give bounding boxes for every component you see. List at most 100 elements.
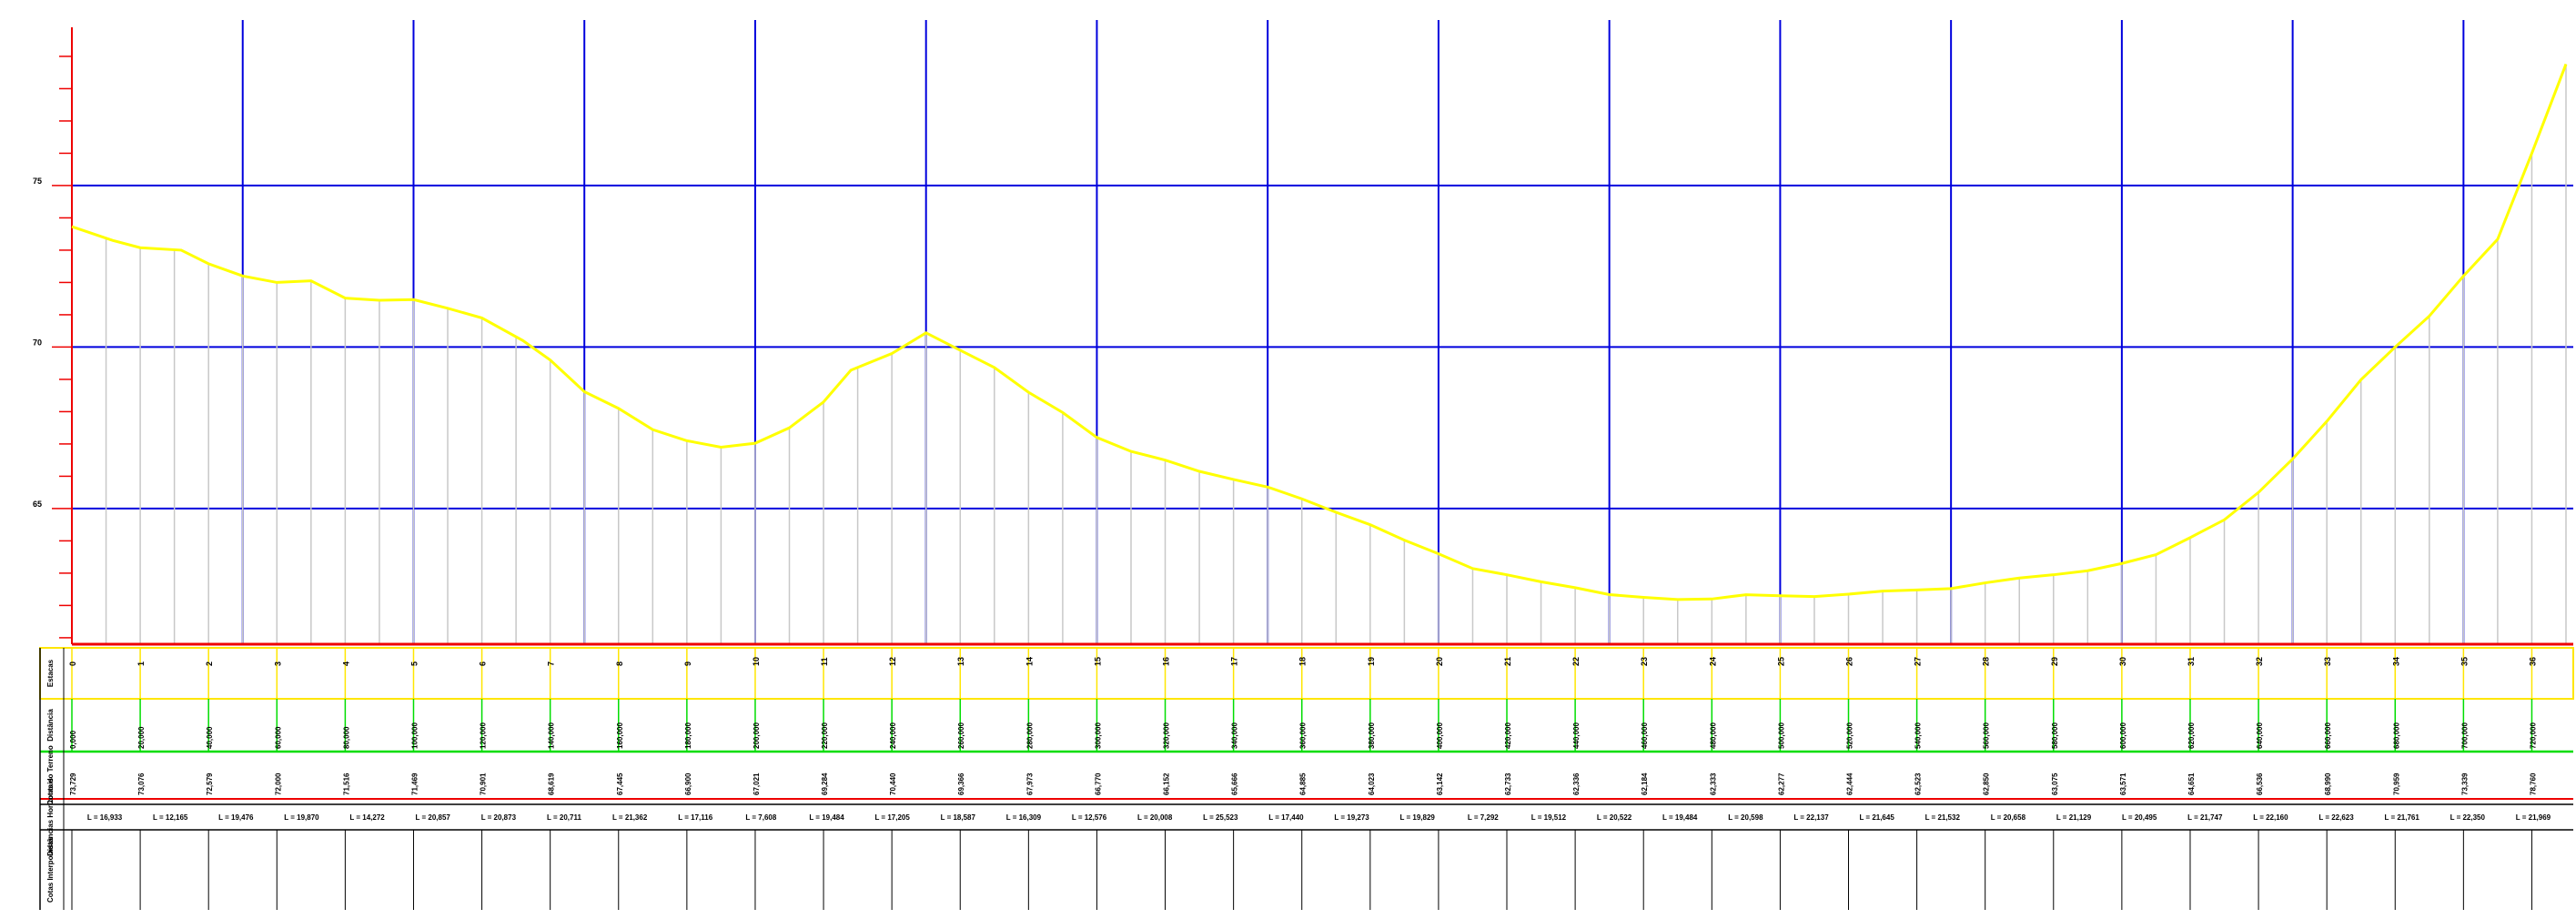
distance-label: 520,000 — [1845, 722, 1854, 749]
station-label: 33 — [2323, 657, 2332, 666]
terrain-elevation-label: 63,571 — [2119, 773, 2127, 795]
distance-label: 620,000 — [2187, 722, 2196, 749]
terrain-elevation-label: 72,000 — [274, 773, 282, 795]
terrain-elevation-label: 62,333 — [1709, 773, 1717, 795]
terrain-elevation-label: 66,900 — [684, 773, 692, 795]
station-label: 1 — [136, 661, 146, 666]
distance-label: 40,000 — [206, 726, 214, 749]
terrain-elevation-label: 65,666 — [1231, 773, 1239, 795]
station-label: 15 — [1093, 657, 1102, 666]
horizontal-distance-label: L = 20,522 — [1597, 813, 1632, 822]
terrain-elevation-label: 66,152 — [1163, 773, 1171, 795]
distance-label: 200,000 — [753, 722, 761, 749]
distance-label: 560,000 — [1983, 722, 1991, 749]
distance-label: 640,000 — [2256, 722, 2264, 749]
station-label: 24 — [1708, 657, 1717, 666]
station-label: 17 — [1230, 657, 1239, 666]
distance-label: 480,000 — [1709, 722, 1717, 749]
terrain-elevation-label: 71,469 — [410, 773, 419, 795]
terrain-line — [71, 63, 2568, 601]
band-row-label: Cotas Interpoladas — [46, 836, 55, 903]
terrain-elevation-label: 62,444 — [1845, 773, 1854, 795]
horizontal-distance-label: L = 16,309 — [1006, 813, 1042, 822]
station-label: 12 — [888, 657, 897, 666]
station-label: 5 — [409, 661, 419, 666]
terrain-elevation-label: 63,142 — [1436, 773, 1444, 795]
station-label: 27 — [1914, 657, 1923, 666]
distance-label: 220,000 — [821, 722, 829, 749]
station-label: 22 — [1571, 657, 1581, 666]
station-label: 30 — [2118, 657, 2127, 666]
station-label: 11 — [820, 657, 829, 666]
terrain-elevation-label: 67,973 — [1025, 773, 1034, 795]
distance-label: 240,000 — [889, 722, 897, 749]
terrain-elevation-label: 72,579 — [206, 773, 214, 795]
station-label: 13 — [956, 657, 965, 666]
horizontal-distance-label: L = 12,576 — [1072, 813, 1107, 822]
terrain-elevation-label: 69,284 — [821, 773, 829, 795]
terrain-elevation-label: 62,184 — [1641, 773, 1649, 795]
distance-label: 600,000 — [2119, 722, 2127, 749]
horizontal-distance-label: L = 19,273 — [1334, 813, 1369, 822]
horizontal-distance-label: L = 7,608 — [745, 813, 776, 822]
distance-label: 120,000 — [480, 722, 488, 749]
station-label: 20 — [1435, 657, 1444, 666]
station-label: 8 — [615, 661, 624, 666]
horizontal-distance-label: L = 19,484 — [809, 813, 844, 822]
distance-label: 340,000 — [1231, 722, 1239, 749]
horizontal-distance-label: L = 21,645 — [1859, 813, 1894, 822]
distance-label: 260,000 — [957, 722, 965, 749]
terrain-elevation-label: 68,619 — [548, 773, 556, 795]
horizontal-distance-label: L = 20,658 — [1991, 813, 2026, 822]
terrain-elevation-label: 62,850 — [1983, 773, 1991, 795]
terrain-elevation-label: 70,959 — [2392, 773, 2400, 795]
horizontal-distance-label: L = 18,587 — [941, 813, 976, 822]
horizontal-distance-label: L = 20,711 — [547, 813, 581, 822]
distance-label: 680,000 — [2392, 722, 2400, 749]
horizontal-distance-label: L = 16,933 — [87, 813, 123, 822]
distance-label: 720,000 — [2529, 722, 2537, 749]
station-label: 35 — [2460, 657, 2469, 666]
terrain-profile — [71, 63, 2568, 601]
horizontal-distance-label: L = 25,523 — [1203, 813, 1238, 822]
distance-label: 380,000 — [1368, 722, 1376, 749]
terrain-elevation-label: 62,523 — [1914, 773, 1923, 795]
station-label: 2 — [205, 661, 214, 666]
station-label: 3 — [273, 661, 282, 666]
terrain-elevation-label: 62,733 — [1504, 773, 1512, 795]
terrain-elevation-label: 71,516 — [342, 773, 350, 795]
station-label: 23 — [1640, 657, 1649, 666]
distance-label: 400,000 — [1436, 722, 1444, 749]
distance-label: 660,000 — [2324, 722, 2332, 749]
station-label: 36 — [2528, 657, 2537, 666]
terrain-elevation-label: 66,536 — [2256, 773, 2264, 795]
distance-label: 320,000 — [1163, 722, 1171, 749]
horizontal-distance-label: L = 20,598 — [1728, 813, 1763, 822]
horizontal-distance-label: L = 21,747 — [2187, 813, 2223, 822]
station-label: 4 — [341, 661, 350, 666]
station-label: 34 — [2391, 657, 2400, 666]
terrain-elevation-label: 64,885 — [1299, 773, 1308, 795]
horizontal-distance-label: L = 21,532 — [1925, 813, 1961, 822]
horizontal-distance-label: L = 21,969 — [2516, 813, 2551, 822]
distance-label: 0,000 — [69, 730, 77, 749]
terrain-elevation-label: 62,277 — [1777, 773, 1785, 795]
terrain-elevation-label: 70,440 — [889, 773, 897, 795]
distance-label: 140,000 — [548, 722, 556, 749]
terrain-elevation-label: 68,990 — [2324, 773, 2332, 795]
station-label: 14 — [1025, 657, 1034, 666]
band-row-stations — [39, 647, 2574, 700]
station-label: 16 — [1162, 657, 1171, 666]
horizontal-distance-label: L = 17,116 — [678, 813, 712, 822]
data-band: 00,00073,729120,00073,076240,00072,57936… — [39, 647, 2574, 910]
distance-label: 440,000 — [1572, 722, 1581, 749]
station-label: 10 — [752, 657, 761, 666]
y-tick-label: 65 — [33, 500, 42, 509]
terrain-elevation-label: 66,770 — [1094, 773, 1102, 795]
horizontal-distance-label: L = 21,129 — [2056, 813, 2092, 822]
distance-label: 100,000 — [410, 722, 419, 749]
station-label: 29 — [2050, 657, 2059, 666]
distance-label: 360,000 — [1299, 722, 1308, 749]
station-label: 18 — [1298, 657, 1308, 666]
terrain-elevation-label: 63,075 — [2051, 773, 2059, 795]
